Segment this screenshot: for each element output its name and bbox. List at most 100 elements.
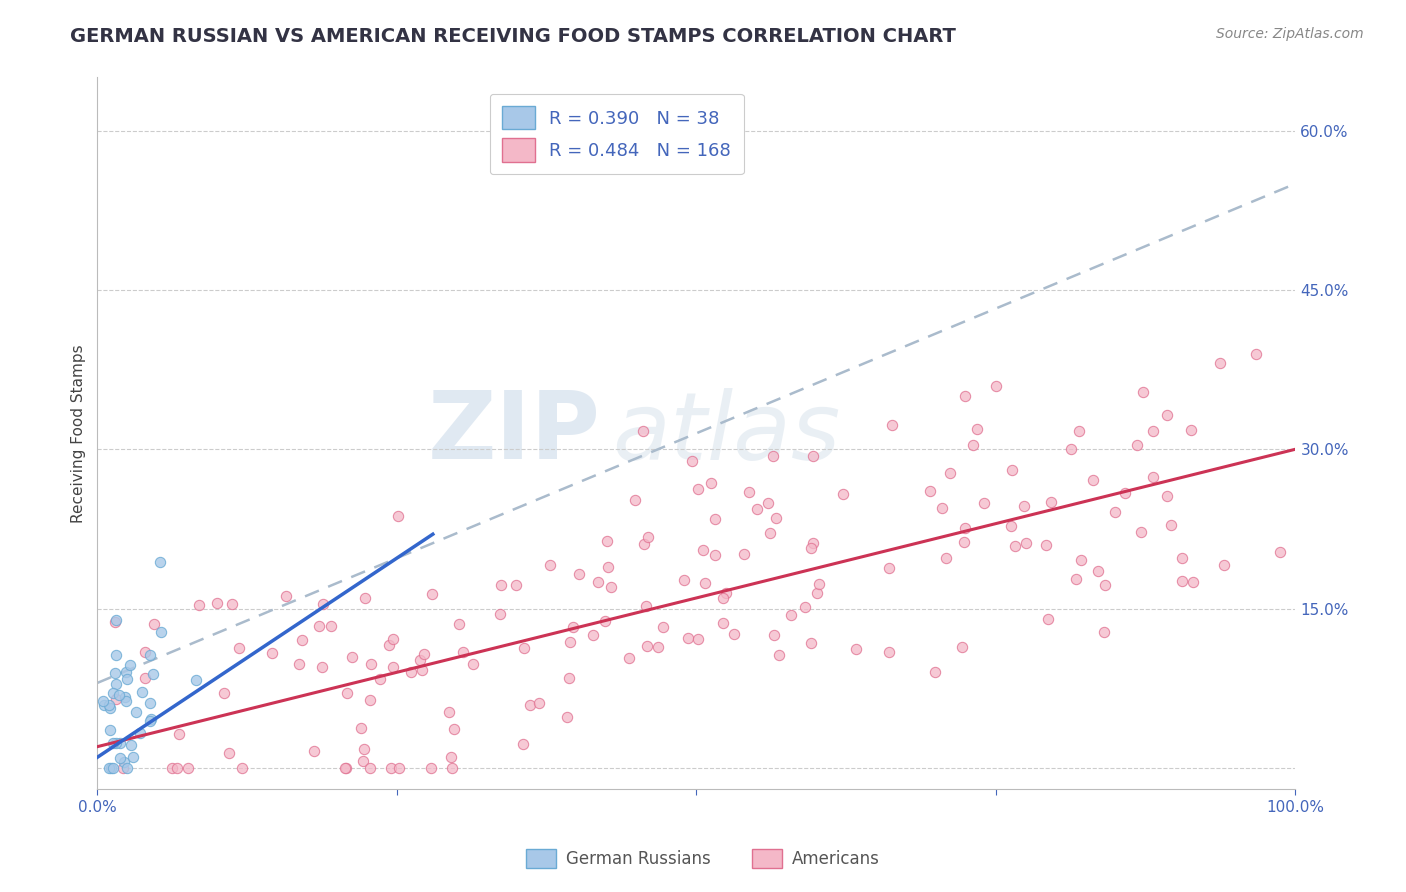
Point — [352, 754, 374, 768]
Text: atlas: atlas — [613, 388, 841, 479]
Point — [1081, 474, 1104, 488]
Point — [380, 761, 402, 775]
Point — [1015, 535, 1038, 549]
Point — [1000, 462, 1022, 476]
Point — [652, 620, 675, 634]
Point — [935, 551, 957, 566]
Point — [765, 510, 787, 524]
Point — [91, 694, 114, 708]
Point — [806, 586, 828, 600]
Point — [624, 493, 647, 508]
Text: Source: ZipAtlas.com: Source: ZipAtlas.com — [1216, 27, 1364, 41]
Point — [768, 648, 790, 662]
Point — [634, 599, 657, 613]
Point — [101, 761, 124, 775]
Point — [1094, 578, 1116, 592]
Point — [291, 633, 314, 648]
Point — [160, 761, 183, 775]
Point — [129, 725, 152, 739]
Point — [451, 645, 474, 659]
Point — [1035, 538, 1057, 552]
Point — [801, 536, 824, 550]
Point — [142, 616, 165, 631]
Point — [555, 710, 578, 724]
Point — [955, 389, 977, 403]
Point — [218, 746, 240, 760]
Point — [568, 567, 591, 582]
Point — [877, 645, 900, 659]
Point — [387, 509, 409, 524]
Point — [519, 698, 541, 712]
Point — [595, 614, 617, 628]
Point — [104, 615, 127, 630]
Point — [558, 671, 581, 685]
Point — [1209, 356, 1232, 370]
Point — [1156, 408, 1178, 422]
Point — [302, 744, 325, 758]
Point — [124, 705, 146, 719]
Point — [97, 698, 120, 712]
Point — [184, 673, 207, 687]
Point — [527, 696, 550, 710]
Point — [420, 587, 443, 601]
Point — [440, 761, 463, 775]
Point — [939, 466, 962, 480]
Point — [439, 705, 461, 719]
Point — [1039, 495, 1062, 509]
Point — [538, 558, 561, 572]
Point — [1036, 612, 1059, 626]
Point — [1156, 489, 1178, 503]
Point — [463, 657, 485, 671]
Point — [104, 665, 127, 680]
Point — [105, 648, 128, 662]
Point — [920, 483, 942, 498]
Point — [104, 676, 127, 690]
Point — [686, 632, 709, 646]
Point — [756, 495, 779, 509]
Point — [114, 690, 136, 705]
Point — [228, 641, 250, 656]
Point — [1070, 553, 1092, 567]
Point — [1244, 347, 1267, 361]
Point — [801, 449, 824, 463]
Point — [1171, 574, 1194, 588]
Point — [807, 577, 830, 591]
Point — [966, 422, 988, 436]
Point — [319, 619, 342, 633]
Point — [98, 700, 121, 714]
Point — [336, 686, 359, 700]
Point — [1171, 550, 1194, 565]
Point — [353, 742, 375, 756]
Point — [1270, 545, 1292, 559]
Point — [686, 482, 709, 496]
Point — [562, 619, 585, 633]
Point — [382, 660, 405, 674]
Point — [489, 577, 512, 591]
Legend: German Russians, Americans: German Russians, Americans — [519, 842, 887, 875]
Point — [333, 761, 356, 775]
Point — [311, 659, 333, 673]
Point — [167, 727, 190, 741]
Text: GERMAN RUSSIAN VS AMERICAN RECEIVING FOOD STAMPS CORRELATION CHART: GERMAN RUSSIAN VS AMERICAN RECEIVING FOO… — [70, 27, 956, 45]
Point — [672, 573, 695, 587]
Point — [1104, 505, 1126, 519]
Point — [420, 761, 443, 775]
Point — [388, 761, 411, 775]
Point — [98, 723, 121, 737]
Point — [134, 671, 156, 685]
Point — [973, 496, 995, 510]
Point — [986, 379, 1008, 393]
Point — [800, 636, 823, 650]
Point — [359, 761, 381, 775]
Point — [231, 761, 253, 775]
Point — [1114, 486, 1136, 500]
Point — [1132, 384, 1154, 399]
Point — [98, 761, 121, 775]
Point — [359, 692, 381, 706]
Point — [112, 761, 135, 775]
Point — [115, 694, 138, 708]
Point — [1092, 625, 1115, 640]
Point — [711, 616, 734, 631]
Point — [101, 686, 124, 700]
Point — [354, 591, 377, 606]
